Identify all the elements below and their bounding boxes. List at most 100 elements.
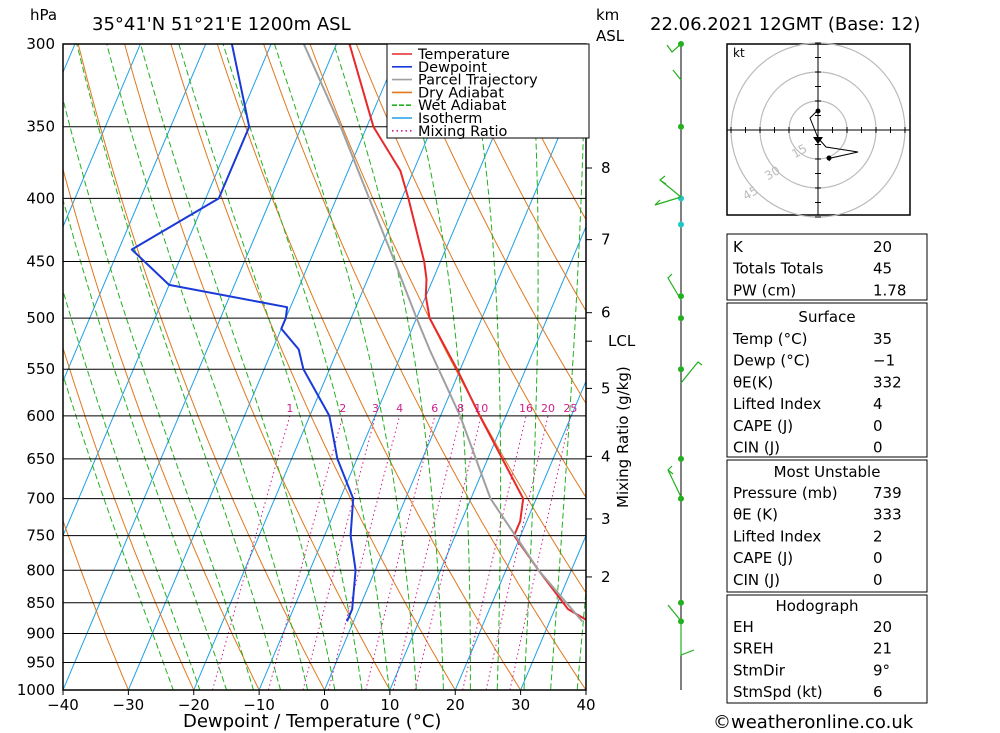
most-unstable-index-value: 739 xyxy=(873,484,902,502)
most-unstable-index-value: 333 xyxy=(873,506,902,524)
most-unstable-index-key: Pressure (mb) xyxy=(733,484,838,502)
most-unstable-title: Most Unstable xyxy=(774,463,881,481)
km-tick-label: 5 xyxy=(601,379,611,397)
dry-adiabat-line xyxy=(402,44,586,405)
pressure-tick-label: 850 xyxy=(26,594,55,612)
isotherm-line xyxy=(63,44,76,74)
wind-level-dot xyxy=(678,315,684,322)
wind-barb xyxy=(667,273,682,301)
wind-level-dot xyxy=(678,495,684,502)
hodograph-ring-label-15: 15 xyxy=(789,141,809,161)
dry-adiabat-line xyxy=(494,44,586,221)
hodograph-unit: kt xyxy=(733,46,745,60)
pressure-tick-label: 700 xyxy=(26,490,55,508)
copyright: ©weatheronline.co.uk xyxy=(713,712,914,733)
mixing-ratio-line xyxy=(267,415,344,690)
pressure-tick-label: 900 xyxy=(26,624,55,642)
wind-level-dot xyxy=(678,221,684,228)
dry-adiabat-line xyxy=(63,519,129,690)
wind-barb xyxy=(667,604,682,622)
most-unstable-index-value: 0 xyxy=(873,549,883,567)
surface-index-key: Dewp (°C) xyxy=(733,352,810,370)
pressure-tick-label: 350 xyxy=(26,118,55,136)
general-index-key: Totals Totals xyxy=(732,260,824,278)
pressure-tick-label: 450 xyxy=(26,253,55,271)
pressure-tick-label: 300 xyxy=(26,35,55,53)
isotherm-line xyxy=(454,379,586,690)
surface-index-key: Lifted Index xyxy=(733,395,821,413)
hodograph-index-box xyxy=(726,594,928,704)
hodograph-index-value: 9° xyxy=(873,661,890,679)
mixing-ratio-label: 8 xyxy=(457,402,464,415)
pressure-tick-label: 550 xyxy=(26,360,55,378)
datetime-title: 22.06.2021 12GMT (Base: 12) xyxy=(650,14,920,35)
mixing-ratio-label: 10 xyxy=(474,402,488,415)
lcl-label: LCL xyxy=(608,332,636,350)
dry-adiabat-line xyxy=(448,44,586,312)
most-unstable-index-value: 0 xyxy=(873,571,883,589)
wind-barbs xyxy=(654,41,703,656)
hodograph-title: Hodograph xyxy=(775,597,858,615)
hodograph: kt 15 30 45 xyxy=(726,42,911,218)
wind-level-dot xyxy=(678,366,684,373)
x-tick-label: −40 xyxy=(47,696,79,714)
mixing-ratio-label: 16 xyxy=(519,402,533,415)
axes: 3003504004505005506006507007508008509009… xyxy=(17,35,636,714)
isotherm-line xyxy=(63,44,272,537)
km-tick-label: 4 xyxy=(601,447,611,465)
km-tick-label: 3 xyxy=(601,510,611,528)
hodograph-point xyxy=(826,155,832,161)
legend-entry: Temperature xyxy=(417,47,510,63)
pressure-tick-label: 800 xyxy=(26,561,55,579)
hodograph-index-key: SREH xyxy=(733,640,774,658)
pressure-tick-label: 500 xyxy=(26,309,55,327)
hodograph-trace xyxy=(809,109,859,162)
location-title: 35°41'N 51°21'E 1200m ASL xyxy=(92,14,351,35)
pressure-tick-label: 950 xyxy=(26,653,55,671)
index-tables: Surface Most Unstable Hodograph K 20Total… xyxy=(726,233,928,704)
general-index-key: PW (cm) xyxy=(733,281,796,299)
general-index-value: 45 xyxy=(873,260,892,278)
x-tick-label: 40 xyxy=(576,696,595,714)
isotherm-line xyxy=(63,44,141,228)
mixing-ratio-line xyxy=(414,415,482,690)
mixing-ratio-line xyxy=(509,415,571,690)
asl-label: ASL xyxy=(596,27,625,45)
general-index-value: 20 xyxy=(873,238,892,256)
surface-index-key: Temp (°C) xyxy=(732,330,807,348)
hodograph-index-value: 21 xyxy=(873,640,892,658)
surface-index-value: 332 xyxy=(873,373,902,391)
legend-entry: Dewpoint xyxy=(418,60,487,76)
mixing-ratio-label: 6 xyxy=(431,402,438,415)
x-tick-label: −20 xyxy=(178,696,210,714)
most-unstable-index-key: CAPE (J) xyxy=(733,549,793,567)
x-tick-label: 20 xyxy=(446,696,465,714)
most-unstable-index-key: θE (K) xyxy=(733,506,778,524)
profiles xyxy=(130,44,586,623)
wind-barb xyxy=(659,175,682,198)
wind-level-dot xyxy=(678,599,684,606)
most-unstable-box xyxy=(726,459,928,593)
x-tick-label: 10 xyxy=(380,696,399,714)
pressure-unit-label: hPa xyxy=(30,6,57,24)
x-tick-label: 30 xyxy=(511,696,530,714)
legend-box xyxy=(386,43,590,139)
most-unstable-index-value: 2 xyxy=(873,527,883,545)
isotherm-line xyxy=(389,225,586,690)
surface-title: Surface xyxy=(798,308,855,326)
legend-entry: Wet Adiabat xyxy=(418,98,507,114)
km-tick-label: 7 xyxy=(601,231,611,249)
hodograph-point xyxy=(815,108,821,114)
hodograph-index-key: EH xyxy=(733,618,754,636)
wind-barb xyxy=(680,361,703,384)
isotherm-line xyxy=(520,534,586,690)
wind-level-dot xyxy=(678,455,684,462)
hodograph-index-value: 6 xyxy=(873,683,883,701)
pressure-tick-label: 600 xyxy=(26,407,55,425)
legend-entry: Isotherm xyxy=(418,111,482,127)
dewpoint-line xyxy=(130,44,357,622)
wet-adiabat-line xyxy=(178,44,363,690)
wind-barb xyxy=(667,465,682,498)
